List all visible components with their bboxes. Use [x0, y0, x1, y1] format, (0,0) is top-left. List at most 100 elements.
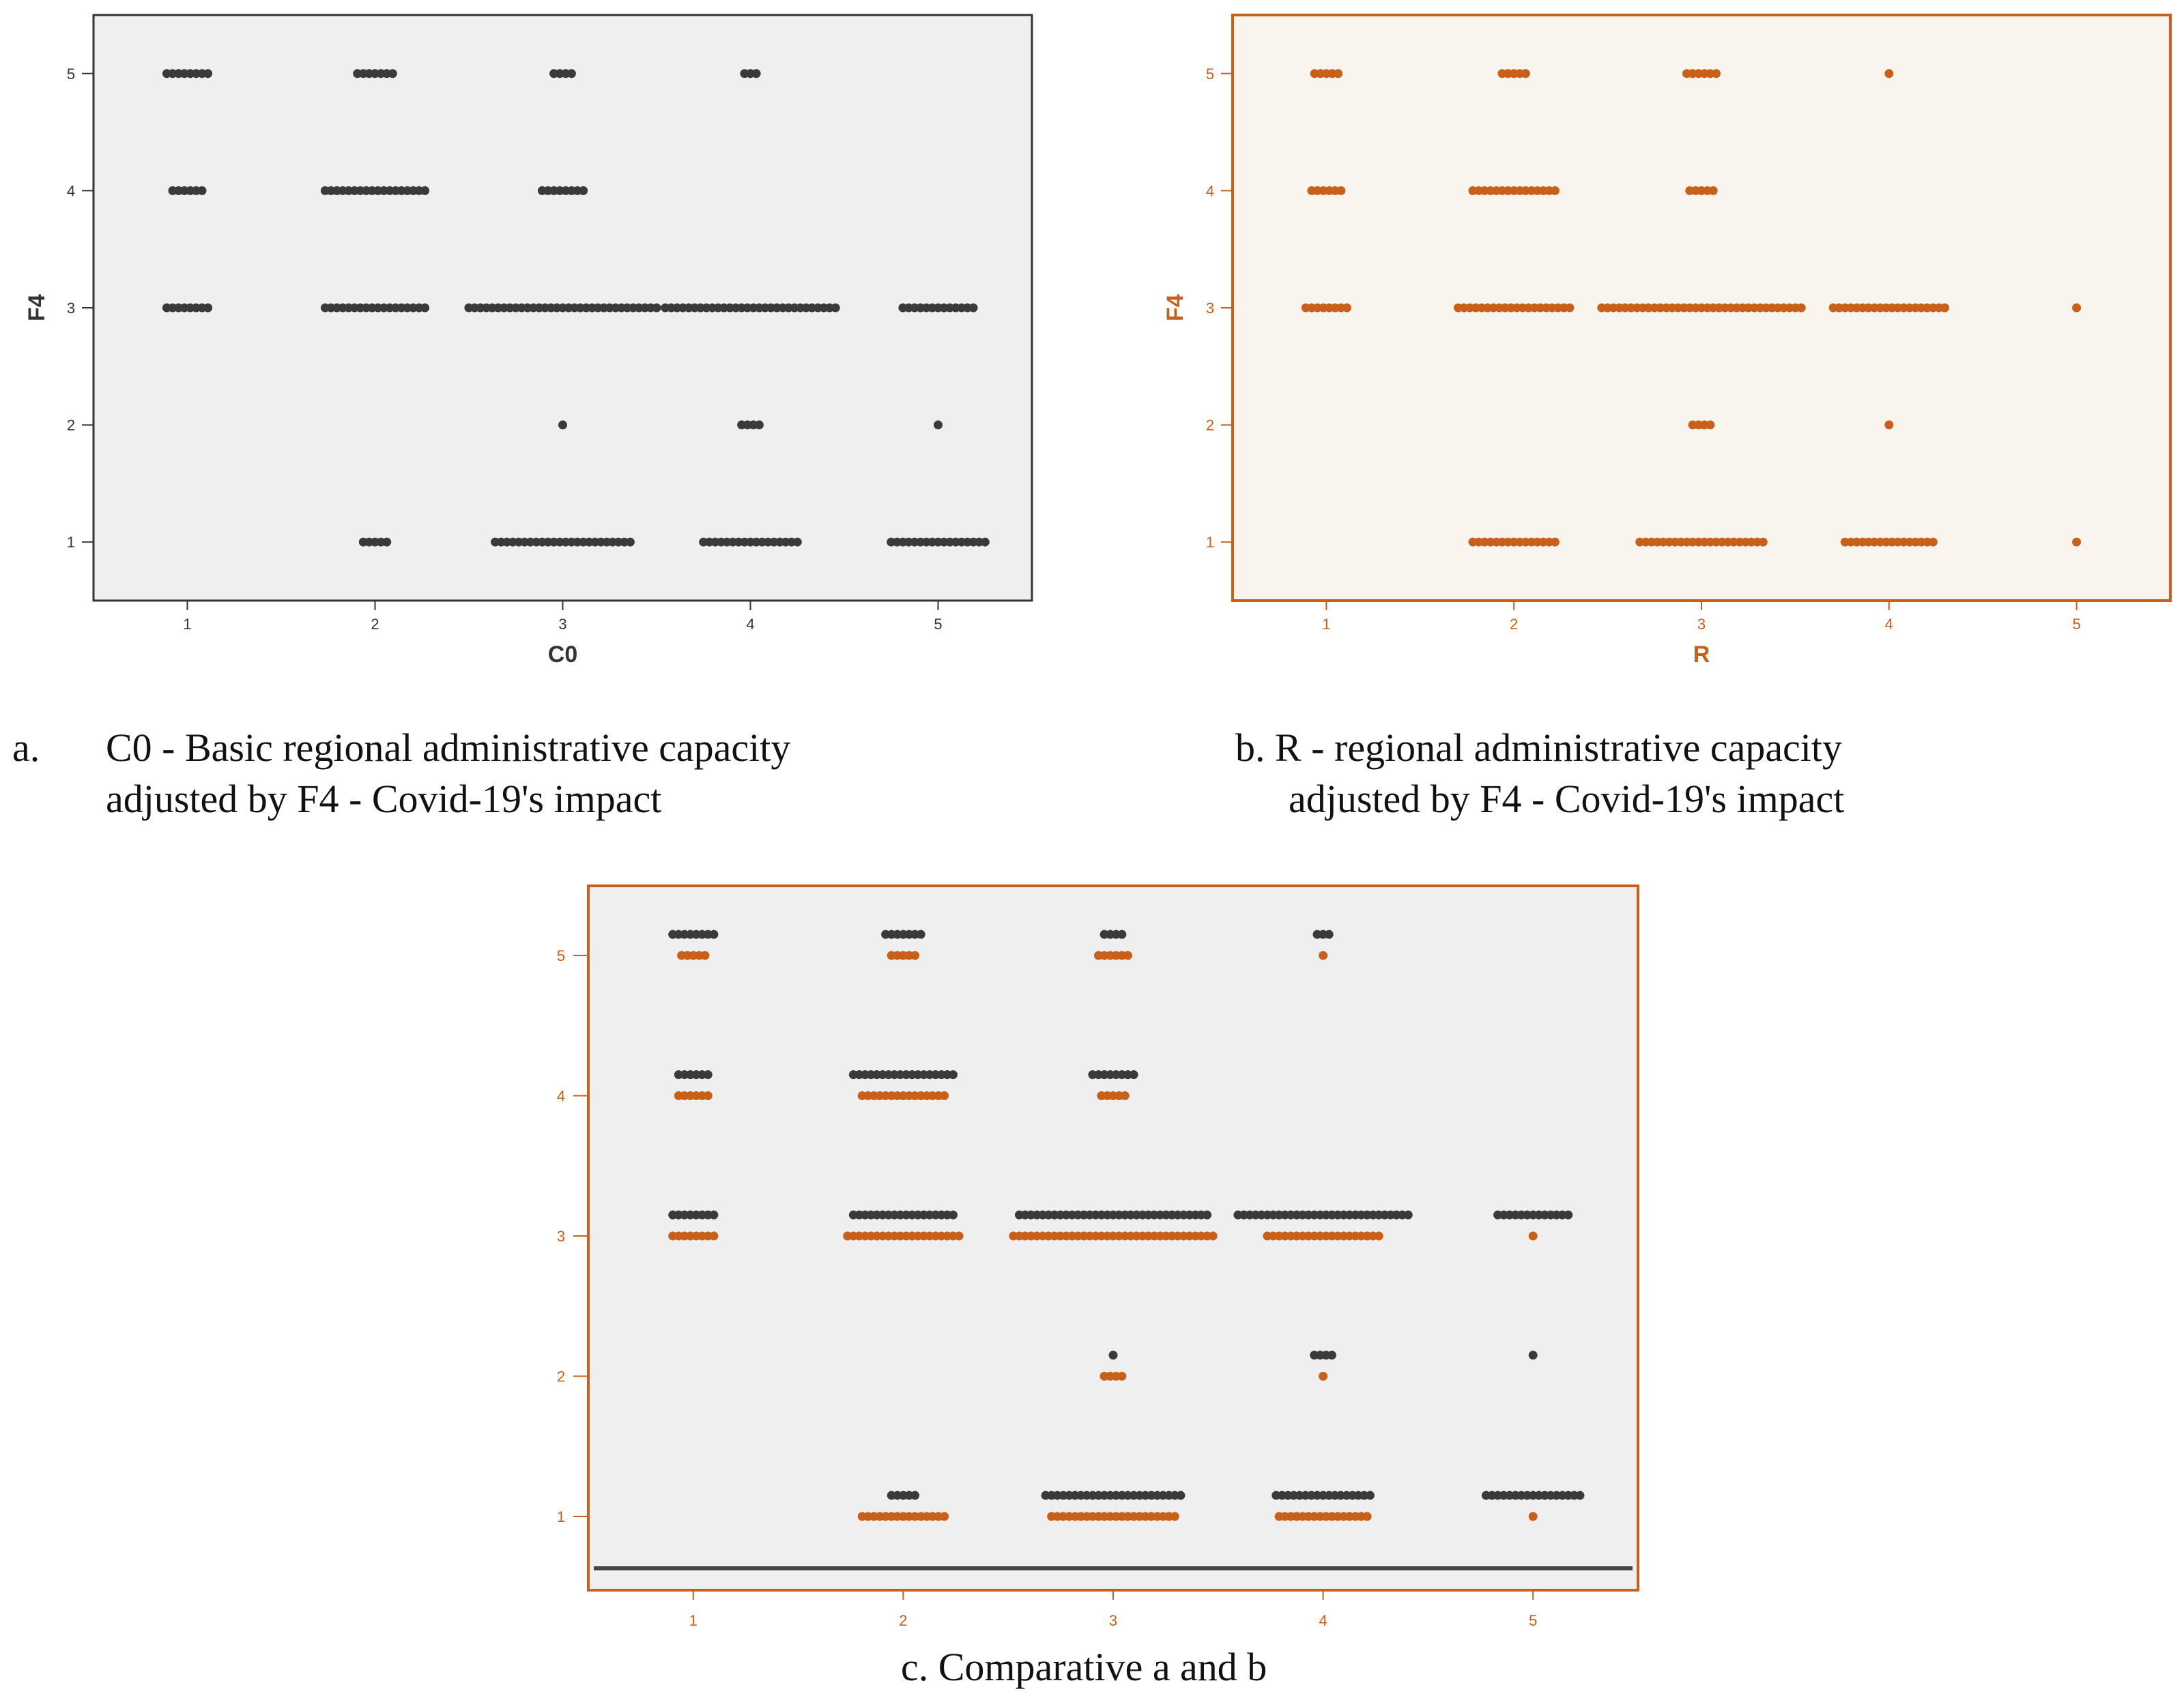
x-tick-label: 5	[1529, 1612, 1537, 1629]
data-point	[1319, 951, 1328, 960]
point-cluster	[1094, 951, 1132, 960]
point-cluster	[1100, 930, 1127, 939]
point-cluster	[1274, 1512, 1372, 1521]
point-cluster	[2072, 537, 2082, 547]
data-point	[1208, 1231, 1218, 1241]
data-point	[1108, 1351, 1118, 1360]
x-tick-label: 1	[183, 616, 191, 633]
data-point	[382, 537, 392, 547]
data-point	[1884, 69, 1894, 78]
point-cluster	[1014, 1210, 1212, 1220]
data-point	[1342, 303, 1351, 313]
data-point	[1712, 69, 1721, 78]
data-point	[1374, 1231, 1383, 1241]
y-tick-label: 3	[1206, 300, 1214, 317]
data-point	[1123, 951, 1132, 960]
y-tick-label: 2	[557, 1368, 565, 1385]
data-point	[1550, 537, 1560, 547]
data-point	[1550, 186, 1560, 195]
data-point	[1403, 1210, 1413, 1220]
data-point	[949, 1210, 958, 1220]
data-point	[1176, 1491, 1186, 1500]
point-cluster	[1493, 1210, 1573, 1220]
data-point	[203, 69, 213, 78]
data-point	[980, 537, 990, 547]
point-cluster	[1047, 1512, 1179, 1521]
point-cluster	[668, 930, 719, 939]
y-tick-label: 3	[67, 300, 75, 317]
point-cluster	[1884, 420, 1894, 430]
data-point	[910, 1491, 920, 1500]
data-point	[703, 1091, 713, 1100]
caption-b-line2: adjusted by F4 - Covid-19's impact	[1289, 777, 1844, 821]
point-cluster	[1100, 1372, 1127, 1381]
data-point	[1928, 537, 1938, 547]
point-cluster	[1597, 303, 1806, 313]
data-point	[1319, 1372, 1328, 1381]
point-cluster	[1097, 1091, 1130, 1100]
data-point	[558, 420, 567, 430]
y-axis-title: F4	[24, 294, 50, 321]
data-point	[1362, 1512, 1372, 1521]
x-tick-label: 4	[1319, 1612, 1327, 1629]
point-cluster	[737, 420, 764, 430]
data-point	[1334, 69, 1343, 78]
data-point	[197, 186, 207, 195]
data-point	[940, 1512, 949, 1521]
point-cluster	[1108, 1351, 1118, 1360]
data-point	[1170, 1512, 1179, 1521]
point-cluster	[1009, 1231, 1218, 1241]
data-point	[1565, 303, 1575, 313]
data-point	[1528, 1512, 1538, 1521]
point-cluster	[1682, 69, 1721, 78]
data-point	[420, 303, 430, 313]
data-point	[579, 186, 588, 195]
x-tick-label: 5	[2072, 616, 2080, 633]
point-cluster	[1307, 186, 1346, 195]
point-cluster	[162, 69, 213, 78]
point-cluster	[661, 303, 840, 313]
point-cluster	[898, 303, 978, 313]
data-point	[1884, 420, 1894, 430]
point-cluster	[1319, 1372, 1328, 1381]
caption-a-line2: adjusted by F4 - Covid-19's impact	[106, 777, 661, 821]
point-cluster	[1685, 186, 1718, 195]
point-cluster	[1528, 1351, 1538, 1360]
point-cluster	[162, 303, 213, 313]
point-cluster	[1828, 303, 1949, 313]
point-cluster	[887, 537, 990, 547]
point-cluster	[674, 1091, 713, 1100]
y-tick-label: 4	[67, 182, 75, 199]
point-cluster	[1688, 420, 1715, 430]
data-point	[754, 420, 764, 430]
data-point	[940, 1091, 949, 1100]
data-point	[1575, 1491, 1585, 1500]
point-cluster	[668, 1210, 719, 1220]
data-point	[388, 69, 397, 78]
x-tick-label: 3	[1109, 1612, 1117, 1629]
x-tick-label: 4	[1885, 616, 1893, 633]
point-cluster	[1088, 1070, 1138, 1080]
point-cluster	[848, 1210, 958, 1220]
data-point	[1528, 1351, 1538, 1360]
data-point	[203, 303, 213, 313]
data-point	[1758, 537, 1768, 547]
point-cluster	[1840, 537, 1938, 547]
data-point	[1129, 1070, 1138, 1080]
y-tick-label: 4	[557, 1088, 565, 1105]
point-cluster	[1263, 1231, 1383, 1241]
caption-b-line1: b. R - regional administrative capacity	[1235, 725, 1842, 770]
point-cluster	[1497, 69, 1530, 78]
data-point	[1327, 1351, 1336, 1360]
y-tick-label: 2	[1206, 417, 1214, 434]
data-point	[652, 303, 661, 313]
data-point	[1564, 1210, 1573, 1220]
point-cluster	[1468, 186, 1560, 195]
data-point	[700, 951, 710, 960]
data-point	[831, 303, 840, 313]
point-cluster	[843, 1231, 964, 1241]
data-point	[1336, 186, 1346, 195]
data-point	[949, 1070, 958, 1080]
y-tick-label: 1	[67, 534, 75, 551]
